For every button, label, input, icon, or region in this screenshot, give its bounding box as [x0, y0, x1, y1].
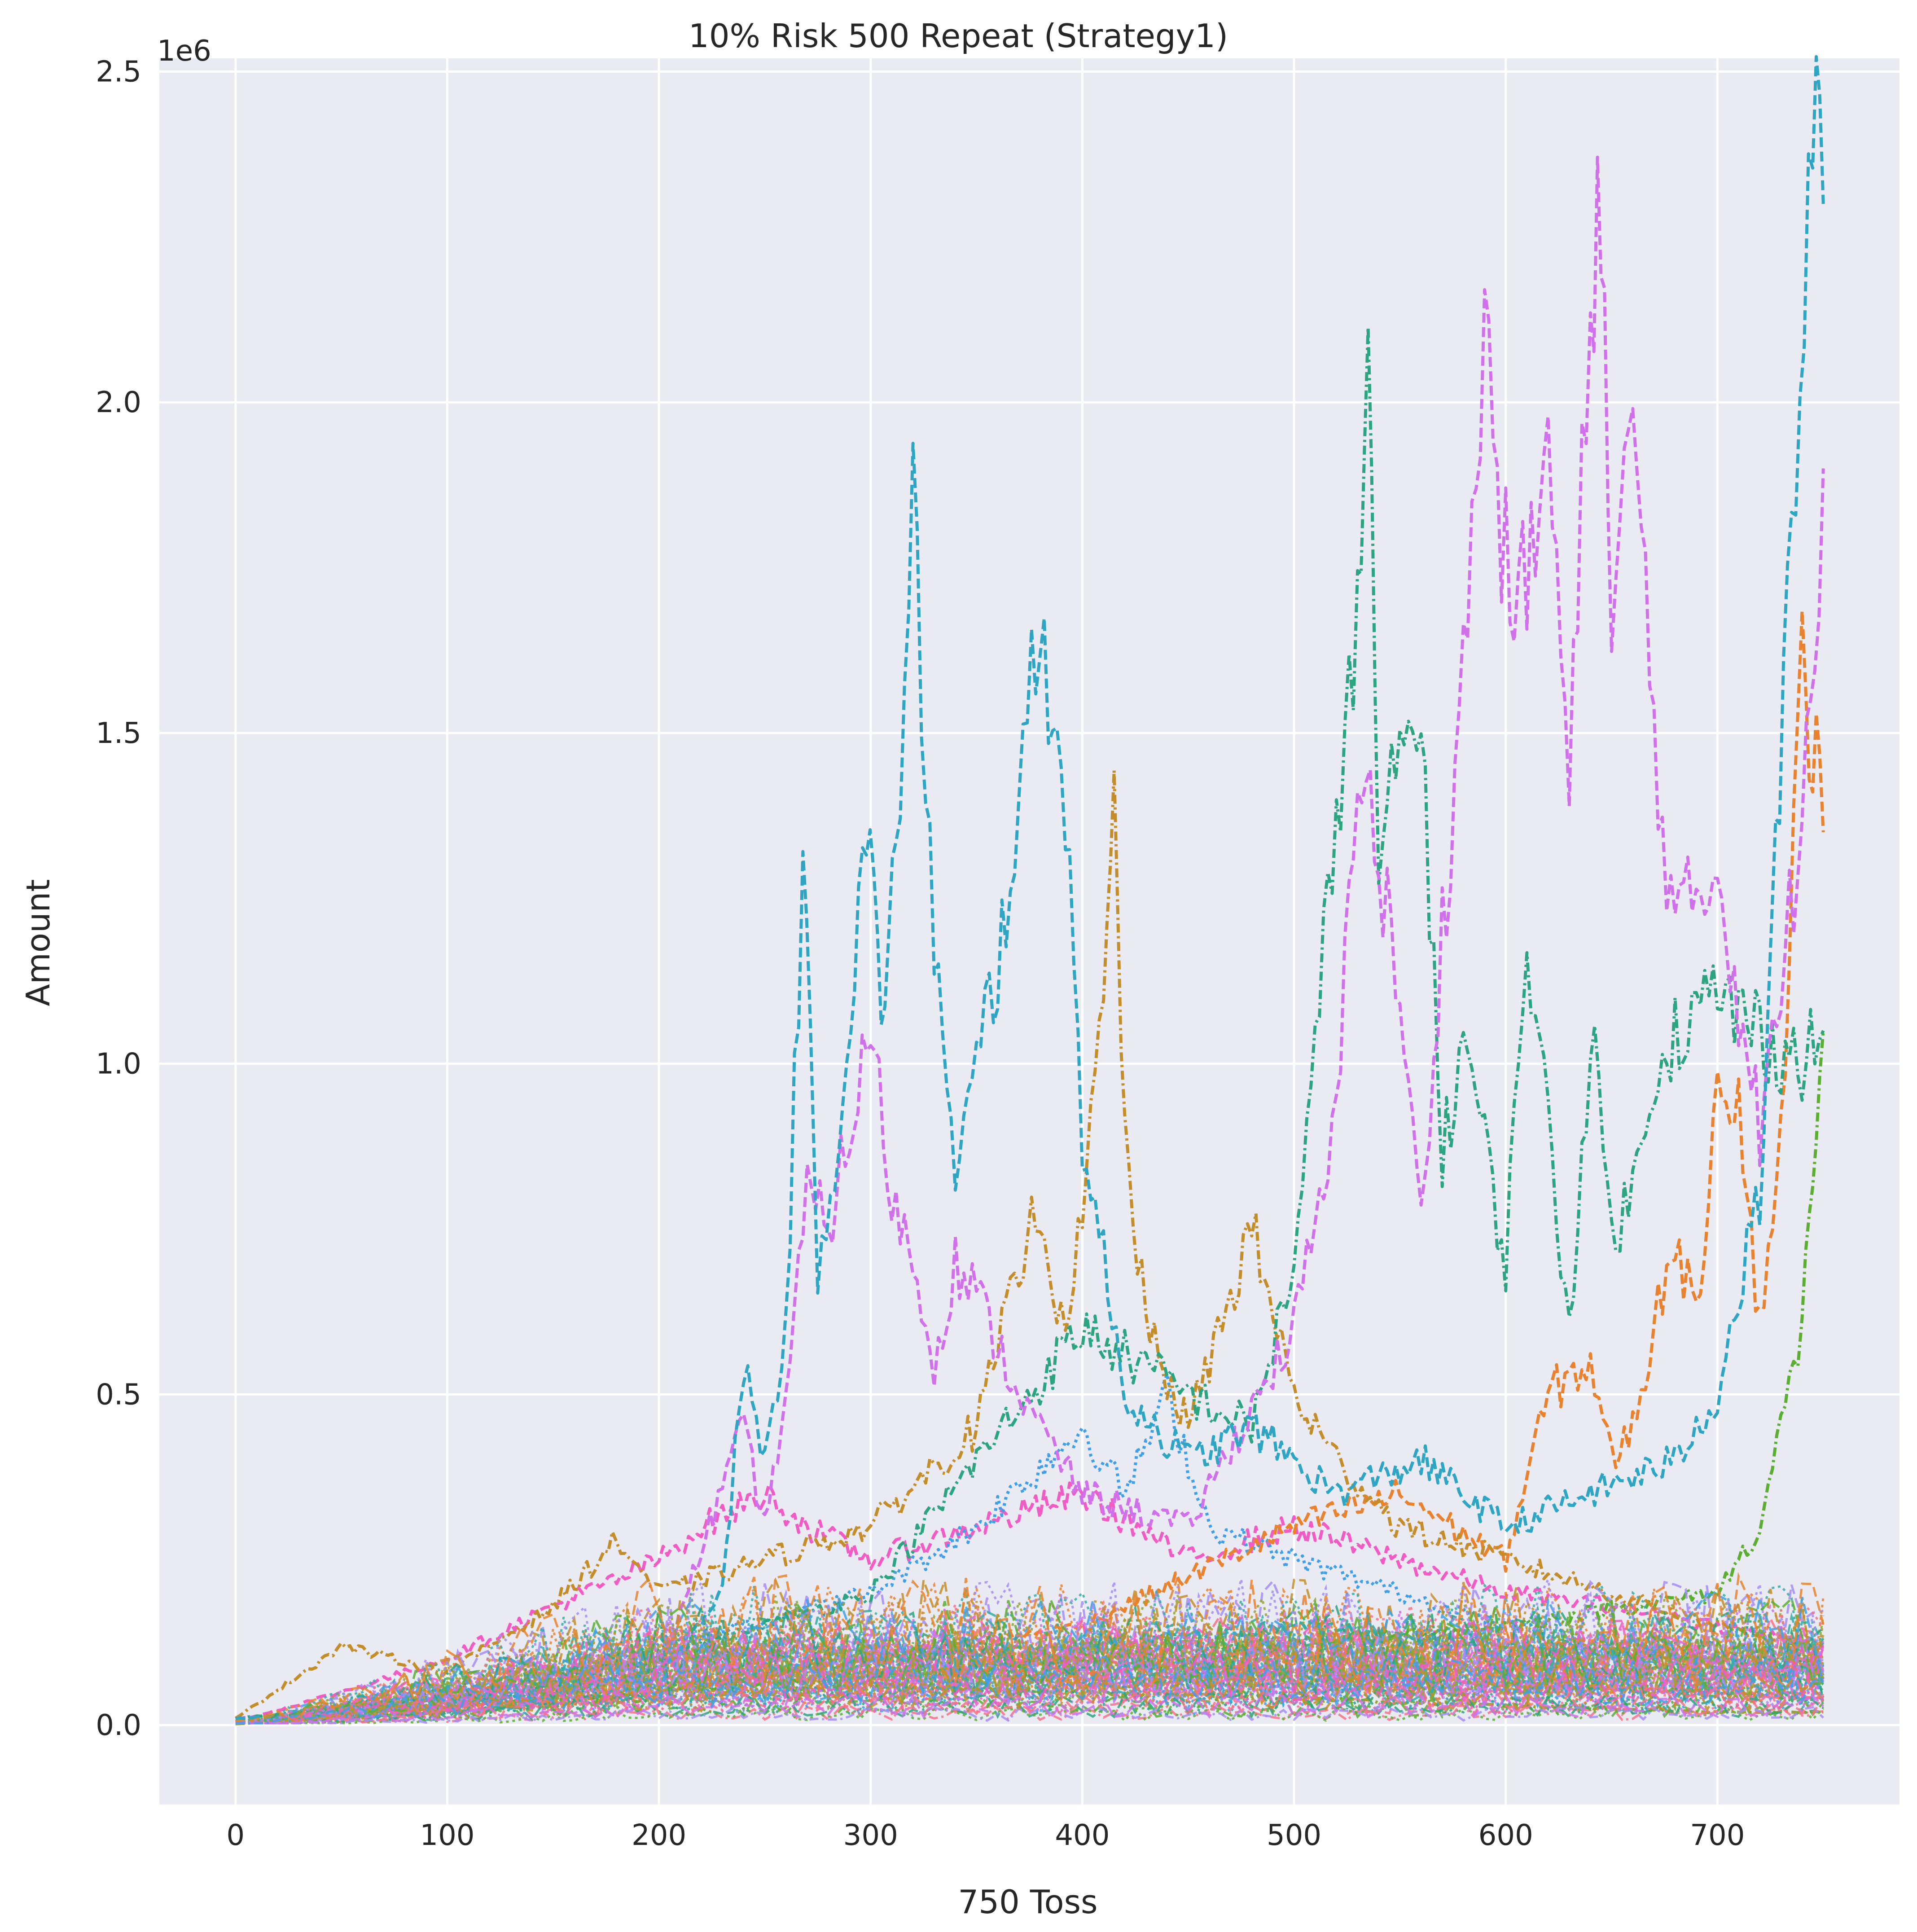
background-series-line	[235, 1690, 1824, 1725]
y-offset-label: 1e6	[157, 35, 211, 68]
background-series-line	[235, 1629, 1825, 1725]
y-tick-label: 1.0	[96, 1048, 141, 1081]
background-series-line	[235, 1683, 1824, 1725]
background-series-line	[235, 1582, 1825, 1725]
background-series-line	[235, 1664, 1825, 1725]
background-series-line	[235, 1576, 1825, 1725]
y-axis-label: Amount	[19, 879, 57, 1006]
x-tick-labels: 0 100 200 300 400 500 600 700	[226, 1819, 1745, 1852]
background-series-line	[235, 1616, 1825, 1725]
x-tick-label: 700	[1690, 1819, 1745, 1852]
y-tick-label: 0.0	[96, 1709, 141, 1742]
background-series-line	[235, 1603, 1824, 1725]
background-series-line	[235, 1626, 1825, 1725]
grid-lines	[159, 58, 1899, 1805]
y-tick-labels: 0.0 0.5 1.0 1.5 2.0 2.5	[96, 55, 141, 1742]
background-series-line	[235, 1596, 1824, 1725]
x-tick-label: 600	[1478, 1819, 1533, 1852]
noise-layer	[235, 1572, 1825, 1725]
background-series-line	[235, 1572, 1825, 1725]
x-tick-label: 500	[1267, 1819, 1321, 1852]
background-series-line	[235, 1653, 1824, 1725]
background-series-line	[235, 1705, 1824, 1725]
background-series-line	[235, 1659, 1824, 1725]
x-tick-label: 400	[1055, 1819, 1110, 1852]
x-axis-label: 750 Toss	[958, 1883, 1097, 1921]
x-tick-label: 200	[632, 1819, 686, 1852]
background-series-line	[235, 1692, 1824, 1725]
plot-background	[159, 58, 1899, 1805]
background-series-line	[235, 1652, 1824, 1725]
background-series-line	[235, 1690, 1825, 1725]
background-series-line	[235, 1707, 1825, 1725]
series-line	[234, 768, 1825, 1720]
y-tick-label: 1.5	[96, 717, 141, 750]
y-tick-label: 2.5	[96, 55, 141, 88]
y-tick-label: 2.0	[96, 386, 141, 419]
x-tick-label: 100	[420, 1819, 474, 1852]
background-series-line	[235, 1628, 1825, 1725]
y-tick-label: 0.5	[96, 1378, 141, 1411]
x-tick-label: 300	[843, 1819, 898, 1852]
series-line	[235, 155, 1825, 1720]
background-series-line	[235, 1637, 1825, 1725]
x-tick-label: 0	[226, 1819, 245, 1852]
background-series-line	[235, 1624, 1825, 1725]
chart-title: 10% Risk 500 Repeat (Strategy1)	[689, 17, 1228, 55]
